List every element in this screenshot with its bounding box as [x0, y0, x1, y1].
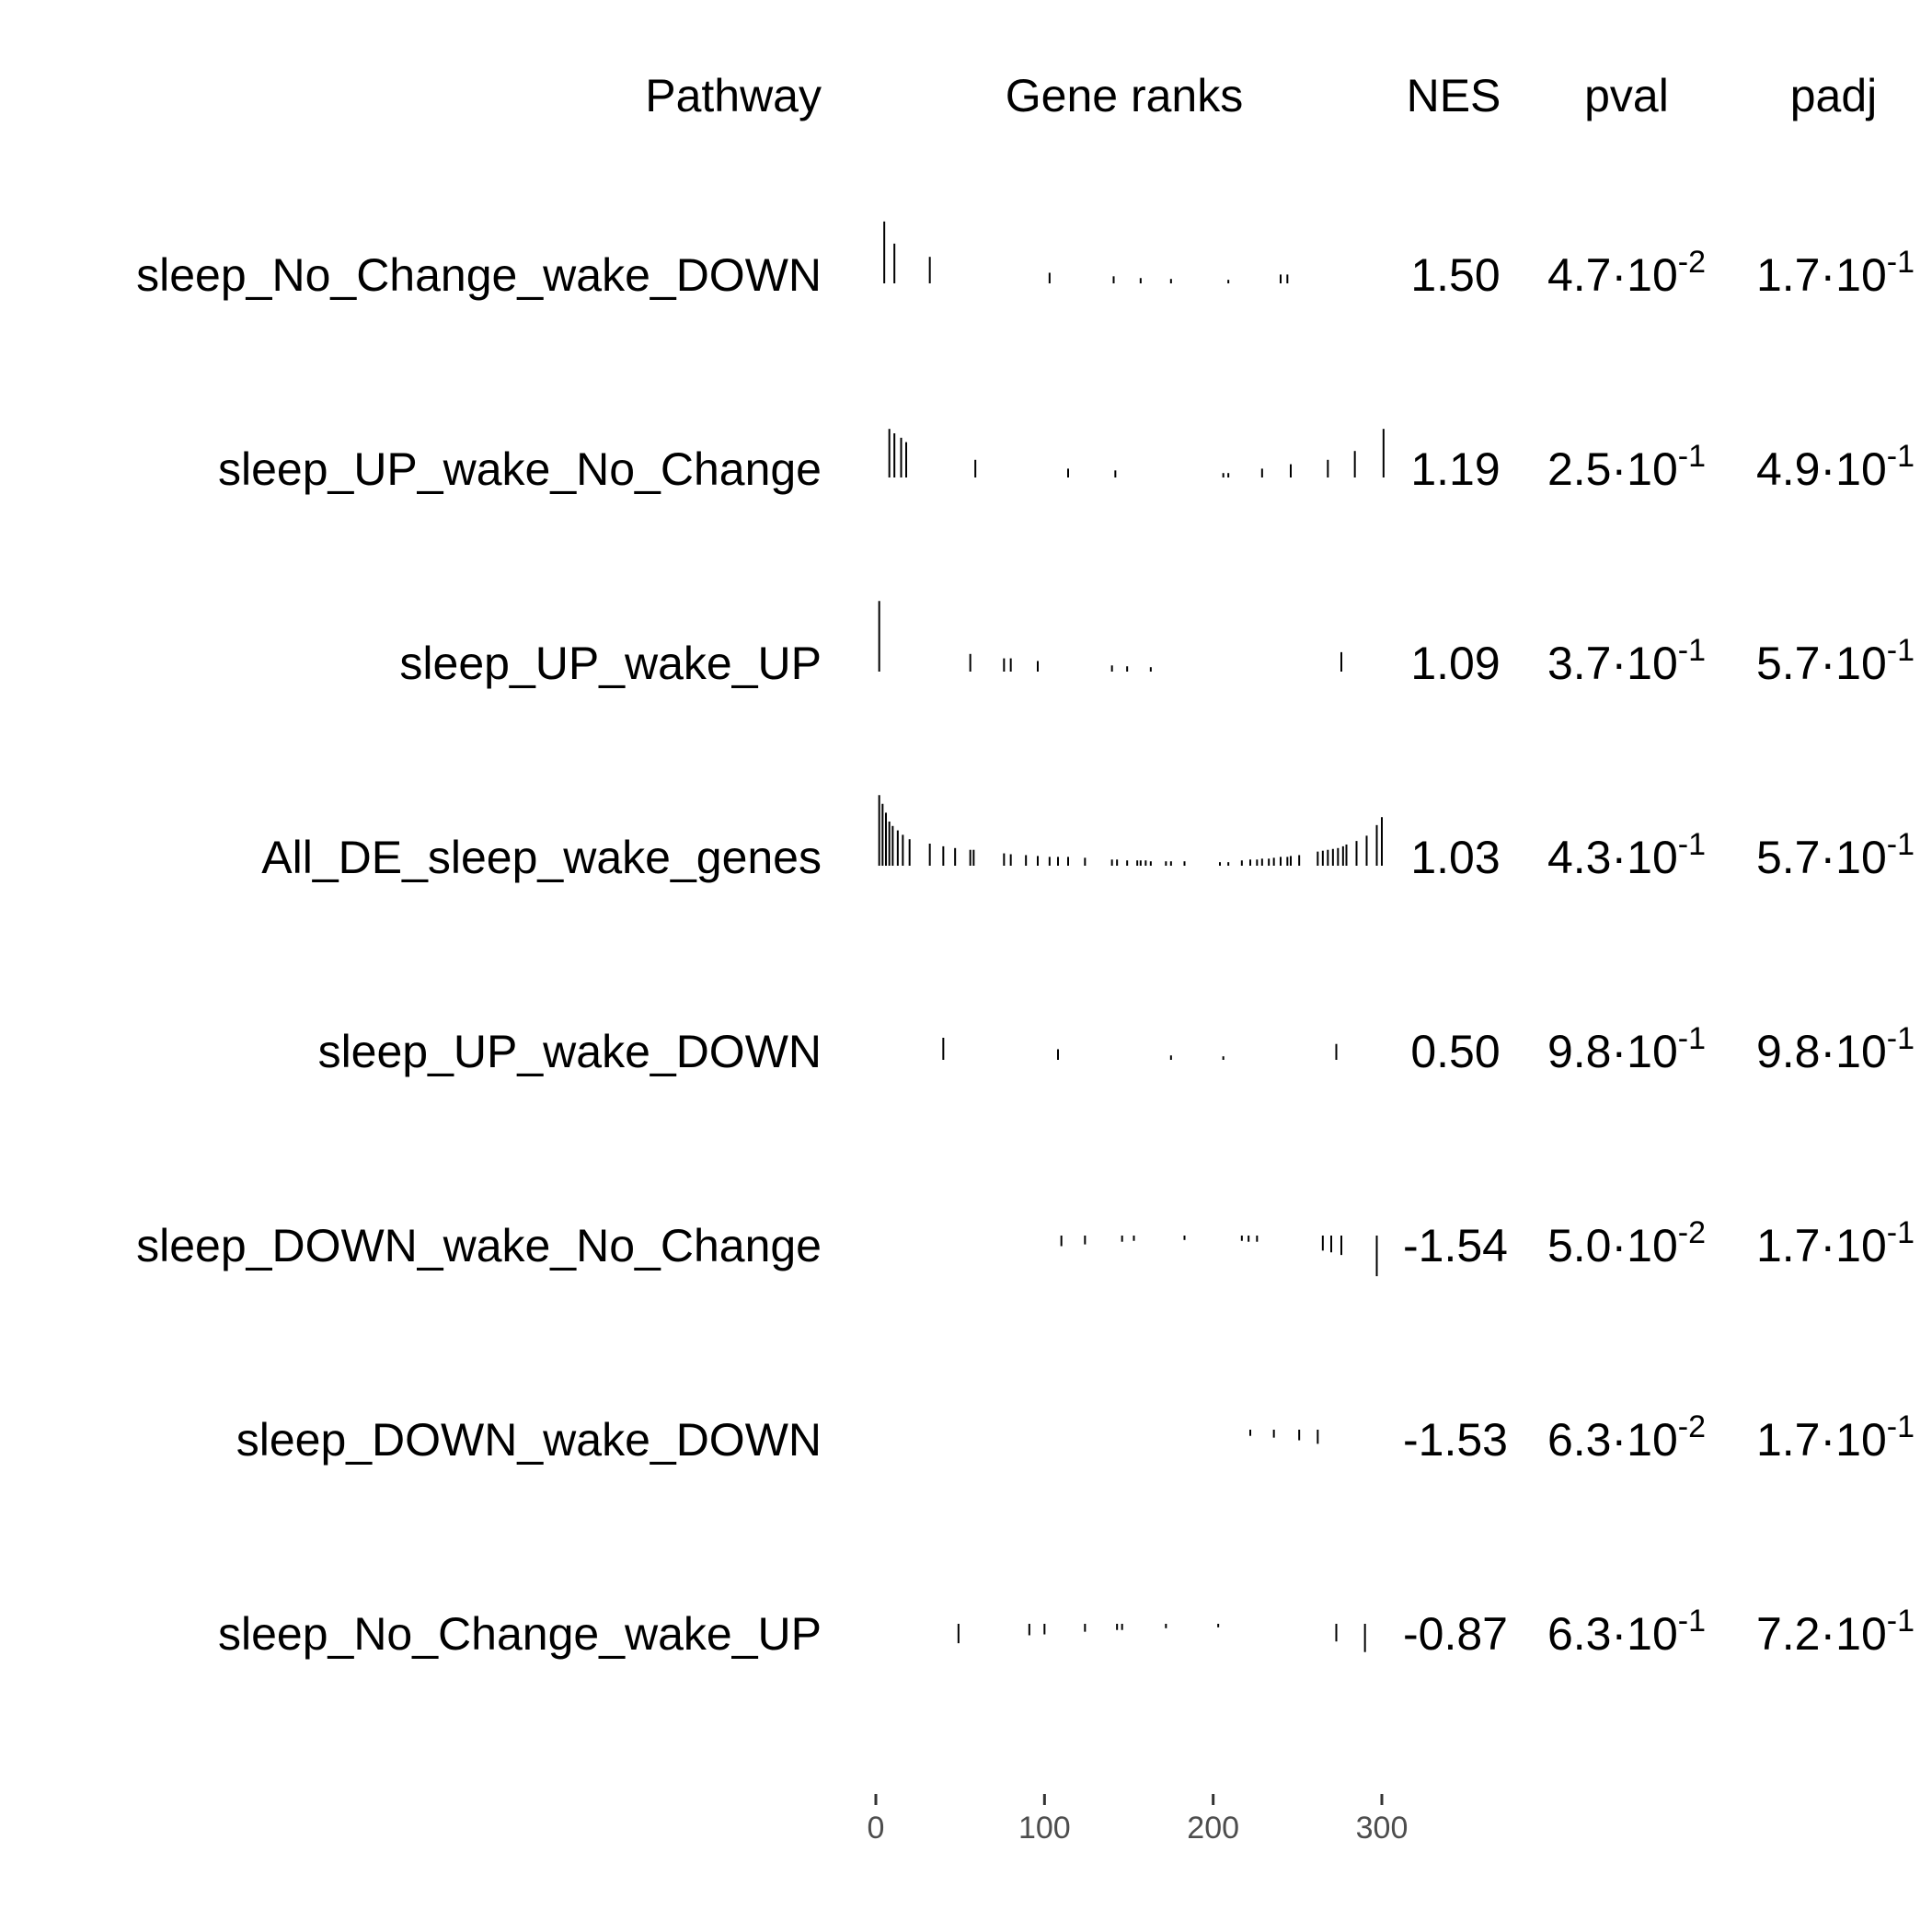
- padj-value: 1.7·10-1: [1756, 1215, 1915, 1271]
- header-pathway: Pathway: [645, 70, 822, 121]
- x-axis: 0 100 200 300: [868, 1794, 1409, 1846]
- pval-value: 4.7·10-2: [1547, 245, 1706, 301]
- padj-value-exponent: -1: [1887, 1021, 1915, 1056]
- pval-value-exponent: -1: [1678, 439, 1706, 474]
- padj-value: 1.7·10-1: [1756, 1409, 1915, 1466]
- nes-value: 0.50: [1410, 1026, 1500, 1077]
- pval-value-exponent: -1: [1678, 633, 1706, 668]
- pathway-label: sleep_No_Change_wake_UP: [218, 1608, 822, 1660]
- nes-value: 1.19: [1410, 443, 1500, 495]
- padj-value-mantissa: 7.2·10: [1756, 1608, 1887, 1660]
- pval-value-mantissa: 3.7·10: [1547, 638, 1678, 689]
- x-tick-label: 200: [1187, 1811, 1239, 1846]
- padj-value-exponent: -1: [1887, 1215, 1915, 1250]
- pathway-row: sleep_DOWN_wake_No_Change -1.54 5.0·10-2 1.…: [136, 1215, 1915, 1277]
- pathway-row: sleep_No_Change_wake_DOWN 1.50 4.7·10-2 1.7…: [136, 221, 1915, 301]
- nes-value: -0.87: [1403, 1608, 1508, 1660]
- header-row: Pathway Gene ranks NES pval padj: [645, 70, 1877, 121]
- pathway-label: All_DE_sleep_wake_genes: [261, 832, 822, 883]
- pathway-rows: sleep_No_Change_wake_DOWN 1.50 4.7·10-2 1.7…: [136, 221, 1915, 1660]
- padj-value: 4.9·10-1: [1756, 439, 1915, 495]
- padj-value: 5.7·10-1: [1756, 633, 1915, 689]
- padj-value-exponent: -1: [1887, 439, 1915, 474]
- pathway-label: sleep_UP_wake_No_Change: [218, 443, 822, 495]
- header-padj: padj: [1790, 70, 1878, 121]
- pval-value-mantissa: 5.0·10: [1547, 1220, 1678, 1271]
- pval-value-mantissa: 2.5·10: [1547, 443, 1678, 495]
- pval-value-mantissa: 4.3·10: [1547, 832, 1678, 883]
- header-pval: pval: [1584, 70, 1669, 121]
- padj-value: 7.2·10-1: [1756, 1604, 1915, 1660]
- pval-value-mantissa: 6.3·10: [1547, 1414, 1678, 1466]
- nes-value: 1.09: [1410, 638, 1500, 689]
- padj-value-exponent: -1: [1887, 1604, 1915, 1639]
- pval-value-mantissa: 9.8·10: [1547, 1026, 1678, 1077]
- pval-value-exponent: -2: [1678, 1409, 1706, 1444]
- pval-value-exponent: -2: [1678, 245, 1706, 280]
- pathway-row: sleep_DOWN_wake_DOWN -1.53 6.3·10-2 1.7·10-…: [236, 1409, 1915, 1466]
- padj-value-exponent: -1: [1887, 827, 1915, 862]
- padj-value: 5.7·10-1: [1756, 827, 1915, 883]
- padj-value-exponent: -1: [1887, 1409, 1915, 1444]
- pval-value: 3.7·10-1: [1547, 633, 1706, 689]
- pathway-label: sleep_DOWN_wake_DOWN: [236, 1414, 822, 1466]
- pval-value-mantissa: 6.3·10: [1547, 1608, 1678, 1660]
- pathway-row: sleep_UP_wake_No_Change 1.19 2.5·10-1 4.9·1…: [218, 429, 1915, 495]
- padj-value: 1.7·10-1: [1756, 245, 1915, 301]
- header-nes: NES: [1407, 70, 1501, 121]
- nes-value: -1.54: [1403, 1220, 1508, 1271]
- pathway-row: All_DE_sleep_wake_genes 1.03 4.3·10-1 5.7·1…: [261, 795, 1915, 883]
- pval-value: 9.8·10-1: [1547, 1021, 1706, 1077]
- pval-value-exponent: -1: [1678, 1604, 1706, 1639]
- nes-value: 1.50: [1410, 249, 1500, 301]
- nes-value: 1.03: [1410, 832, 1500, 883]
- x-tick-label: 300: [1356, 1811, 1409, 1846]
- x-tick-label: 100: [1018, 1811, 1071, 1846]
- pval-value: 6.3·10-2: [1547, 1409, 1706, 1466]
- pval-value-mantissa: 4.7·10: [1547, 249, 1678, 301]
- pval-value: 5.0·10-2: [1547, 1215, 1706, 1271]
- padj-value-mantissa: 1.7·10: [1756, 1220, 1887, 1271]
- padj-value-mantissa: 4.9·10: [1756, 443, 1887, 495]
- pathway-label: sleep_UP_wake_DOWN: [318, 1026, 822, 1077]
- pval-value-exponent: -1: [1678, 827, 1706, 862]
- padj-value-mantissa: 1.7·10: [1756, 1414, 1887, 1466]
- padj-value-mantissa: 1.7·10: [1756, 249, 1887, 301]
- padj-value-mantissa: 5.7·10: [1756, 638, 1887, 689]
- padj-value-exponent: -1: [1887, 245, 1915, 280]
- padj-value-mantissa: 5.7·10: [1756, 832, 1887, 883]
- padj-value-mantissa: 9.8·10: [1756, 1026, 1887, 1077]
- nes-value: -1.53: [1403, 1414, 1508, 1466]
- padj-value: 9.8·10-1: [1756, 1021, 1915, 1077]
- pval-value-exponent: -2: [1678, 1215, 1706, 1250]
- pathway-label: sleep_DOWN_wake_No_Change: [136, 1220, 822, 1271]
- padj-value-exponent: -1: [1887, 633, 1915, 668]
- pval-value: 4.3·10-1: [1547, 827, 1706, 883]
- pathway-label: sleep_No_Change_wake_DOWN: [136, 249, 822, 301]
- pval-value: 6.3·10-1: [1547, 1604, 1706, 1660]
- pathway-row: sleep_UP_wake_DOWN 0.50 9.8·10-1 9.8·10-1: [318, 1021, 1915, 1077]
- x-tick-label: 0: [868, 1811, 885, 1846]
- header-gene-ranks: Gene ranks: [1006, 70, 1243, 121]
- pathway-row: sleep_No_Change_wake_UP -0.87 6.3·10-1 7.2·…: [218, 1604, 1915, 1660]
- pval-value: 2.5·10-1: [1547, 439, 1706, 495]
- pval-value-exponent: -1: [1678, 1021, 1706, 1056]
- pathway-row: sleep_UP_wake_UP 1.09 3.7·10-1 5.7·10-1: [399, 601, 1915, 689]
- pathway-label: sleep_UP_wake_UP: [399, 638, 822, 689]
